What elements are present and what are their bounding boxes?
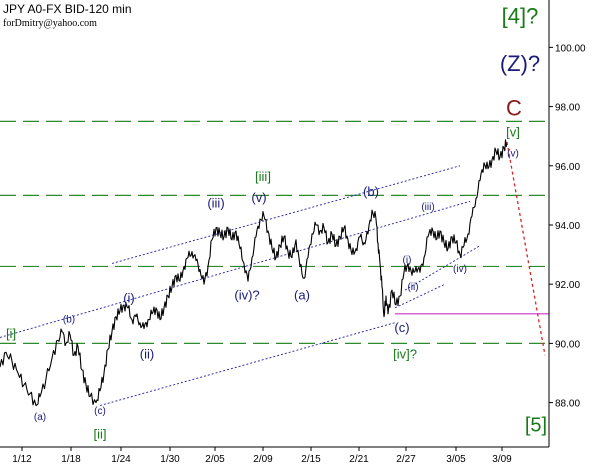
wave-label-0: [4]? <box>502 4 539 29</box>
wave-label-6: (iii) <box>207 196 224 211</box>
chart-title: JPY A0-FX BID-120 min <box>3 2 132 16</box>
wave-label-24: [5] <box>525 415 547 437</box>
x-tick-label-8: 2/27 <box>396 454 416 465</box>
y-tick-label-5: 98.00 <box>555 103 580 114</box>
channel-line-1 <box>0 200 471 338</box>
wave-label-4: (v) <box>507 149 519 160</box>
price-series <box>0 139 508 407</box>
wave-label-9: (iii) <box>421 202 434 213</box>
x-tick-label-4: 2/05 <box>205 454 225 465</box>
wave-label-12: (iv) <box>453 264 467 275</box>
x-tick-label-6: 2/15 <box>301 454 321 465</box>
x-tick-label-1: 1/18 <box>61 454 81 465</box>
wave-label-15: (a) <box>294 287 310 302</box>
channel-line-3 <box>404 245 481 291</box>
x-tick-label-5: 2/09 <box>253 454 273 465</box>
channel-line-2 <box>99 322 396 406</box>
forecast-path <box>506 141 546 356</box>
y-tick-label-4: 96.00 <box>555 162 580 173</box>
wave-label-19: [iv]? <box>393 347 417 362</box>
y-tick-label-3: 94.00 <box>555 221 580 232</box>
wave-label-23: [ii] <box>94 427 107 442</box>
forecast-line <box>506 141 546 356</box>
x-tick-label-7: 2/21 <box>349 454 369 465</box>
wave-labels: [4]? (Z)? C [v] (v) [iii] (iii) (v) (b) (iii) (i) (… <box>6 4 547 442</box>
channel-line-4 <box>394 283 446 309</box>
wave-label-18: (c) <box>394 320 409 335</box>
chart-author: forDmitry@yahoo.com <box>3 18 97 29</box>
wave-label-21: (a) <box>34 412 46 423</box>
x-tick-label-0: 1/12 <box>12 454 32 465</box>
wave-label-14: (iv)? <box>234 287 259 302</box>
x-tick-label-9: 3/05 <box>446 454 466 465</box>
wave-label-7: (v) <box>251 190 266 205</box>
price-line <box>0 139 508 407</box>
channel-lines <box>0 165 481 406</box>
wave-label-1: (Z)? <box>500 51 540 76</box>
wave-label-5: [iii] <box>255 169 271 184</box>
wave-label-8: (b) <box>363 184 379 199</box>
wave-label-22: (c) <box>94 406 106 417</box>
wave-label-20: [i] <box>6 326 16 341</box>
wave-label-13: (i) <box>123 290 135 305</box>
x-tick-label-2: 1/24 <box>111 454 131 465</box>
y-tick-label-2: 92.00 <box>555 280 580 291</box>
x-tick-label-10: 3/09 <box>492 454 512 465</box>
wave-label-11: (ii) <box>407 282 418 293</box>
y-tick-label-1: 90.00 <box>555 339 580 350</box>
wave-label-2: C <box>506 95 522 120</box>
wave-label-3: [v] <box>506 125 520 140</box>
y-tick-label-6: 100.00 <box>555 43 586 54</box>
x-tick-label-3: 1/30 <box>160 454 180 465</box>
wave-label-10: (i) <box>403 255 412 266</box>
channel-line-0 <box>111 165 461 264</box>
wave-label-17: (ii) <box>140 347 154 362</box>
wave-label-16: (b) <box>63 314 75 325</box>
y-tick-label-0: 88.00 <box>555 399 580 410</box>
grid-layer <box>0 120 549 344</box>
